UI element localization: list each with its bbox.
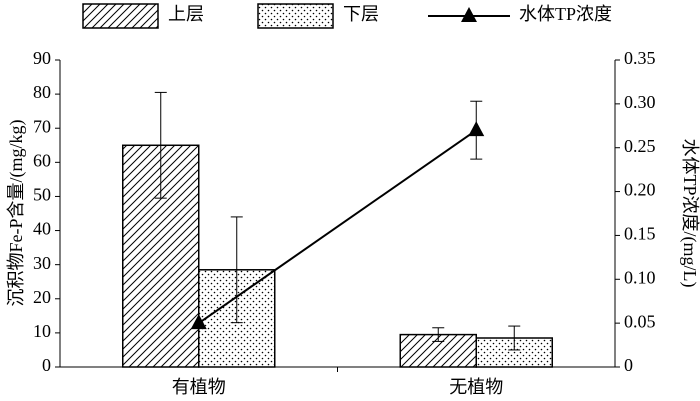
y2-tick-label: 0.05: [624, 311, 656, 331]
error-bar: [230, 216, 243, 324]
line: [198, 129, 477, 324]
y-axis-title: 沉积物Fe-P含量/(mg/kg): [6, 119, 27, 306]
legend-marker: [461, 7, 477, 22]
x-tick-label: 无植物: [449, 377, 503, 397]
legend-swatch: [82, 3, 159, 29]
y-tick-label: 30: [33, 253, 51, 273]
marker: [190, 314, 207, 330]
y2-tick-label: 0.20: [624, 180, 656, 200]
y-tick-label: 0: [42, 355, 51, 375]
y-tick-label: 80: [33, 82, 51, 102]
error-bar: [508, 325, 521, 351]
y-tick-label: 40: [33, 219, 51, 239]
legend-label: 水体TP浓度: [519, 4, 612, 24]
y2-tick-label: 0.35: [624, 48, 656, 68]
legend-label: 上层: [168, 4, 204, 24]
y-tick-label: 70: [33, 116, 51, 136]
y2-tick-label: 0.10: [624, 267, 656, 287]
y-tick-label: 90: [33, 48, 51, 68]
y-tick-label: 20: [33, 287, 51, 307]
legend-label: 下层: [343, 4, 379, 24]
y-tick-label: 50: [33, 185, 51, 205]
y-tick-label: 60: [33, 150, 51, 170]
y2-tick-label: 0.25: [624, 136, 656, 156]
y2-tick-label: 0: [624, 355, 633, 375]
error-bar: [154, 91, 167, 199]
legend-swatch: [257, 3, 334, 29]
x-tick-label: 有植物: [172, 377, 226, 397]
error-bar: [432, 327, 445, 342]
marker: [468, 121, 485, 137]
y2-axis-title: 水体TP浓度/(mg/L): [679, 139, 700, 288]
y2-tick-label: 0.30: [624, 92, 656, 112]
y2-tick-label: 0.15: [624, 224, 656, 244]
y-tick-label: 10: [33, 321, 51, 341]
